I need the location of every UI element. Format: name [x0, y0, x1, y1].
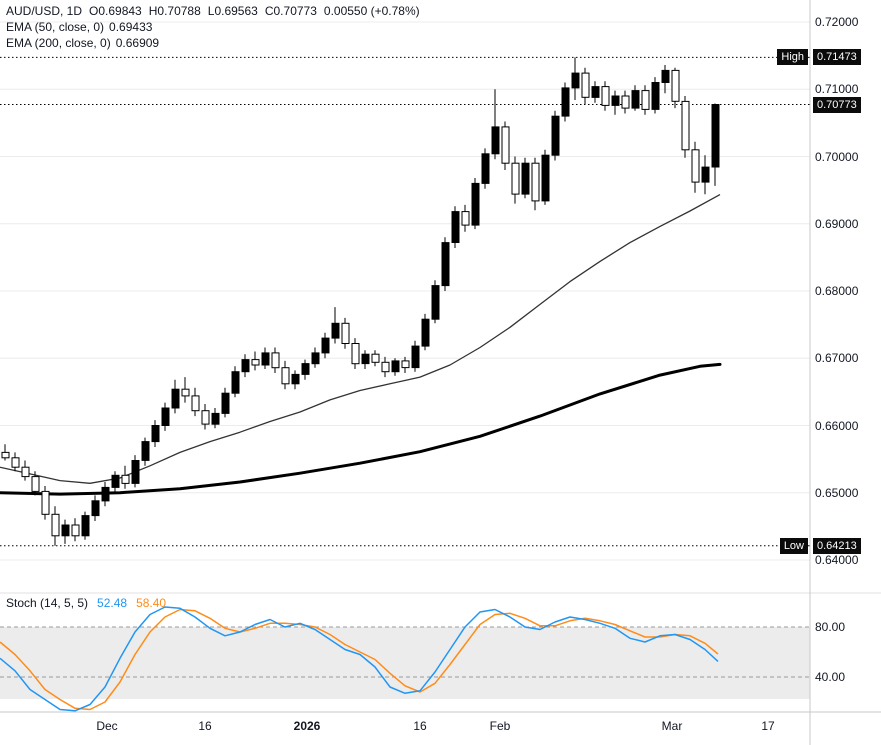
time-axis-label: 16 — [413, 719, 427, 733]
ema200-label: EMA (200, close, 0) — [6, 36, 111, 50]
price-axis-label: 0.66000 — [815, 418, 859, 433]
symbol-ohlc-row: AUD/USD, 1D O0.69843 H0.70788 L0.69563 C0.70… — [6, 3, 427, 19]
ema200-value: 0.66909 — [115, 36, 160, 50]
price-axis-label: 0.72000 — [815, 15, 859, 29]
stoch-d-value: 58.40 — [136, 596, 167, 610]
low-price-badge: 0.64213 — [813, 537, 861, 554]
ema200-row: EMA (200, close, 0) 0.66909 — [6, 35, 427, 51]
price-axis-label: 0.70000 — [815, 149, 859, 164]
last-price-badge: 0.70773 — [813, 96, 861, 113]
stoch-k-value: 52.48 — [97, 596, 128, 610]
price-axis-label: 0.69000 — [815, 216, 859, 231]
price-axis-label: 0.65000 — [815, 485, 859, 500]
symbol-title: AUD/USD, 1D — [6, 4, 83, 18]
price-axis-label: 0.68000 — [815, 284, 859, 298]
high-value: H0.70788 — [148, 4, 201, 18]
price-axis-label: 0.67000 — [815, 351, 859, 366]
stoch-level-40-label: 40.00 — [815, 670, 846, 684]
time-axis-label: 2026 — [293, 719, 321, 733]
price-axis-label: 0.64000 — [815, 553, 859, 567]
change-value: 0.00550 (+0.78%) — [323, 4, 420, 18]
high-price-badge: 0.71473 — [813, 49, 861, 66]
price-axis-label: 0.71000 — [815, 82, 859, 97]
time-axis-label: Feb — [489, 719, 511, 733]
symbol-legend: AUD/USD, 1D O0.69843 H0.70788 L0.69563 C0.70… — [6, 3, 427, 51]
time-axis-label: 16 — [198, 719, 212, 733]
stoch-level-80-label: 80.00 — [815, 620, 846, 634]
ema50-label: EMA (50, close, 0) — [6, 20, 105, 34]
open-value: O0.69843 — [89, 4, 142, 18]
low-value: L0.69563 — [207, 4, 258, 18]
ema50-value: 0.69433 — [109, 20, 153, 34]
close-value: C0.70773 — [264, 4, 317, 18]
time-axis-label: Mar — [661, 719, 683, 733]
time-axis-label: Dec — [96, 719, 118, 733]
low-badge: Low — [779, 537, 808, 554]
ema50-row: EMA (50, close, 0) 0.69433 — [6, 19, 427, 35]
stoch-legend: Stoch (14, 5, 5) 52.48 58.40 — [6, 596, 175, 610]
high-badge: High — [777, 49, 808, 66]
stoch-label: Stoch (14, 5, 5) — [6, 596, 89, 610]
time-axis-label: 17 — [761, 719, 775, 733]
